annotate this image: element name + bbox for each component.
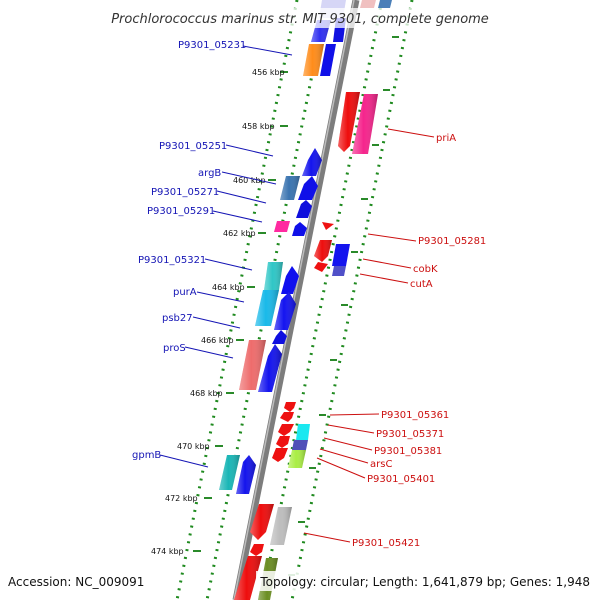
footer-backdrop-right [256,571,596,591]
tick-label-464: 464 kbp [212,283,245,292]
gene-label-p9301-05421[interactable]: P9301_05421 [352,538,420,549]
reverse-gene-cobK[interactable] [314,240,350,266]
tick-462: 462 kbp [223,229,266,238]
forward-gene-psb27[interactable] [272,330,287,344]
tick-456: 456 kbp [252,68,288,77]
genome-backbone [232,0,360,601]
gene-label-p9301-05371[interactable]: P9301_05371 [376,429,444,440]
gene-label-gpmB[interactable]: gpmB [132,450,161,461]
map-title: Prochlorococcus marinus str. MIT 9301, c… [111,12,489,27]
gene-label-purA[interactable]: purA [173,287,197,298]
gene-label-p9301-05271[interactable]: P9301_05271 [151,187,219,198]
gene-label-p9301-05361[interactable]: P9301_05361 [381,410,449,421]
tick-label-474: 474 kbp [151,547,184,556]
gene-label-cobK[interactable]: cobK [413,264,438,275]
gene-label-p9301-05231[interactable]: P9301_05231 [178,40,246,51]
tick-464: 464 kbp [212,283,255,292]
gene-label-psb27[interactable]: psb27 [162,313,193,324]
tick-460: 460 kbp [233,176,276,185]
forward-label-leaders [159,45,293,468]
forward-gene-p9301-05271[interactable] [296,200,312,218]
tick-label-468: 468 kbp [190,389,223,398]
gene-label-priA[interactable]: priA [436,133,456,144]
forward-gene-gpmB[interactable] [219,455,256,494]
reverse-gene-cutA[interactable] [314,262,346,276]
tick-472: 472 kbp [165,494,212,503]
gene-label-p9301-05321[interactable]: P9301_05321 [138,255,206,266]
reverse-gene-p9301-05361[interactable] [280,402,296,422]
gene-label-proS[interactable]: proS [163,343,186,354]
title-backdrop [96,8,504,28]
genome-summary: Topology: circular; Length: 1,641,879 bp… [259,575,590,589]
reverse-gene-p9301-05371[interactable] [278,424,310,440]
gene-label-arsC[interactable]: arsC [370,459,392,470]
tick-458: 458 kbp [242,122,288,131]
inner-right-dotted-track [260,0,384,601]
tick-label-456: 456 kbp [252,68,285,77]
tick-label-470: 470 kbp [177,442,210,451]
outer-right-dotted-track [290,0,414,601]
tick-label-462: 462 kbp [223,229,256,238]
tick-label-472: 472 kbp [165,494,198,503]
reverse-gene-priA[interactable] [338,92,378,154]
tick-label-458: 458 kbp [242,122,275,131]
forward-gene-p9301-05321[interactable] [264,262,299,294]
tick-474: 474 kbp [151,547,201,556]
forward-gene-purA[interactable] [255,290,296,330]
reverse-gene-p9301-05381[interactable] [276,436,308,450]
reverse-gene-p9301-05281[interactable] [322,222,334,230]
forward-gene-p9301-05231[interactable] [303,44,336,76]
genome-backbone-highlight [233,0,355,601]
tick-label-460: 460 kbp [233,176,266,185]
tick-466: 466 kbp [201,336,244,345]
reverse-gene-arsC[interactable] [272,448,288,462]
tick-468: 468 kbp [190,389,234,398]
reverse-gene-p9301-05421[interactable] [250,504,292,545]
gene-label-p9301-05291[interactable]: P9301_05291 [147,206,215,217]
forward-gene-proS[interactable] [239,340,282,392]
reverse-label-leaders [303,128,435,543]
gene-label-cutA[interactable]: cutA [410,279,433,290]
gene-label-p9301-05381[interactable]: P9301_05381 [374,446,442,457]
forward-gene-argB[interactable] [280,176,318,200]
gene-label-argB[interactable]: argB [198,168,221,179]
gene-label-p9301-05251[interactable]: P9301_05251 [159,141,227,152]
tick-label-466: 466 kbp [201,336,234,345]
gene-label-p9301-05281[interactable]: P9301_05281 [418,236,486,247]
gene-label-p9301-05401[interactable]: P9301_05401 [367,474,435,485]
reverse-gene-p9301-05401[interactable] [288,450,306,468]
forward-gene-p9301-05251[interactable] [302,148,322,176]
tick-470: 470 kbp [177,442,223,451]
footer-backdrop-left [4,571,154,591]
accession-label: Accession: NC_009091 [8,575,144,589]
reverse-gene-top-cluster[interactable] [360,0,392,8]
forward-gene-p9301-05291[interactable] [274,221,307,236]
